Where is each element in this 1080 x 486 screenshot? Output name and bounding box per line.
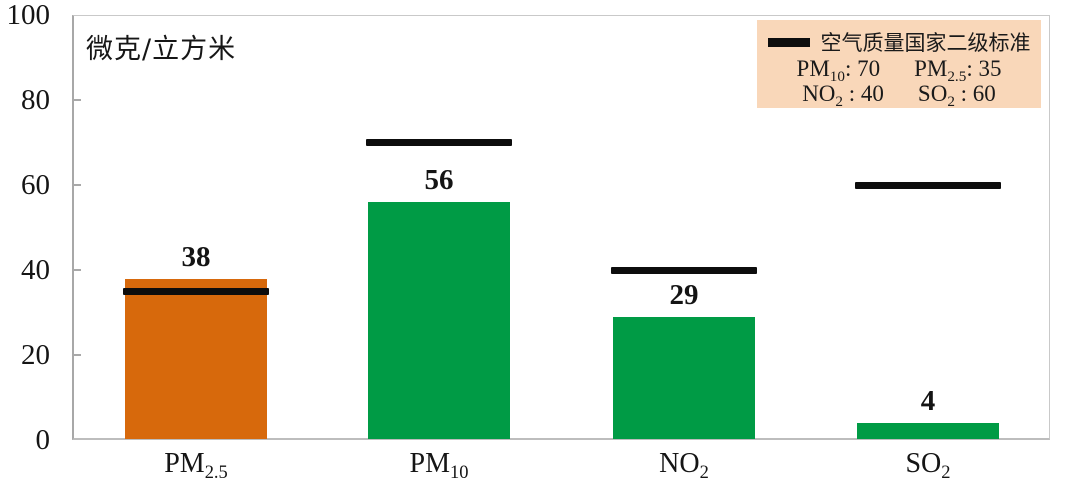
legend-title-row: 空气质量国家二级标准 [757,28,1041,56]
legend-entry-no2: NO2 : 40 [802,81,884,110]
legend-entry-pm2_5: PM2.5: 35 [914,56,1002,85]
bar-pm2_5 [125,278,267,439]
standard-line-pm10 [366,139,512,146]
x-label-no2: NO2 [659,448,709,482]
legend-entry-so2: SO2 : 60 [917,81,996,110]
standard-line-so2 [855,181,1001,189]
bar-no2 [613,316,755,439]
value-label-so2: 4 [920,385,936,417]
plot-area [72,15,1050,440]
value-label-no2: 29 [669,278,699,311]
value-label-pm10: 56 [424,164,454,196]
value-label-pm2_5: 38 [181,240,211,273]
legend-standards-row-2: NO2 : 40 SO2 : 60 [757,81,1041,110]
legend: 空气质量国家二级标准 PM10: 70 PM2.5: 35 NO2 : 40 SO2… [757,20,1041,110]
y-tick-label: 60 [21,169,50,201]
y-axis-unit-label: 微克/立方米 [86,34,237,65]
legend-standards-row-1: PM10: 70 PM2.5: 35 [757,56,1041,85]
y-tick-label: 40 [21,254,50,286]
standard-line-swatch-icon [767,37,810,47]
y-tick-label: 80 [21,84,50,116]
x-label-so2: SO2 [905,448,951,482]
y-tick-label: 20 [21,339,50,371]
bar-so2 [857,423,999,439]
legend-entry-pm10: PM10: 70 [796,56,881,85]
y-tick-mark [72,184,81,186]
legend-title: 空气质量国家二级标准 [820,31,1031,55]
standard-line-pm2_5 [123,287,269,295]
standard-line-no2 [611,266,757,274]
y-tick-mark [72,99,81,101]
x-label-pm10: PM10 [409,448,469,482]
bar-pm10 [368,202,510,439]
y-tick-mark [72,269,81,271]
y-tick-mark [72,354,81,356]
y-tick-label: 100 [6,0,51,31]
y-tick-label: 0 [35,424,51,456]
x-label-pm2_5: PM2.5 [164,448,228,482]
